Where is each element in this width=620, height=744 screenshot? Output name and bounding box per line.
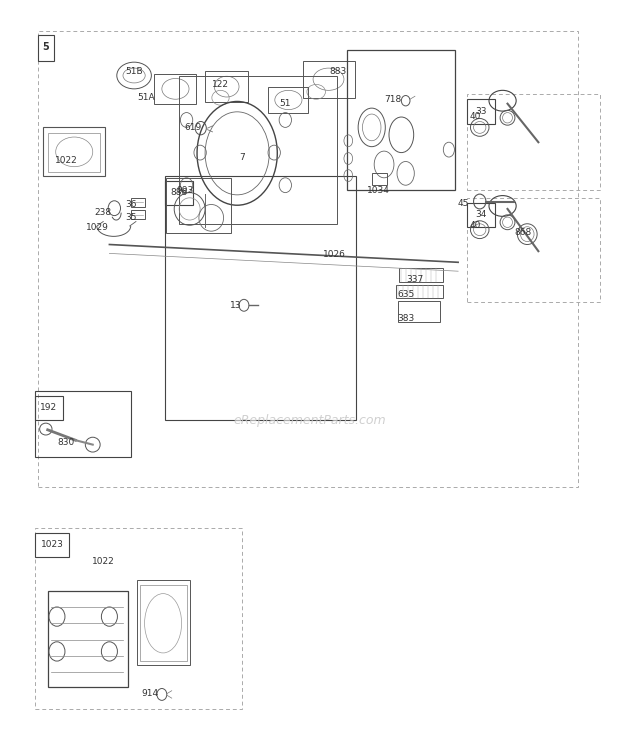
- Text: 5: 5: [42, 42, 49, 52]
- Text: 830: 830: [58, 438, 75, 447]
- Text: 51: 51: [280, 99, 291, 108]
- Bar: [35, 533, 69, 557]
- Text: 993: 993: [177, 186, 194, 195]
- Bar: [467, 198, 600, 301]
- Text: 122: 122: [212, 80, 229, 89]
- Text: 51B: 51B: [125, 67, 143, 77]
- Text: 718: 718: [384, 94, 402, 103]
- Bar: [154, 74, 197, 103]
- Text: 883: 883: [329, 67, 347, 77]
- Bar: [165, 176, 356, 420]
- Bar: [467, 99, 495, 124]
- Bar: [303, 61, 355, 97]
- Text: 914: 914: [141, 689, 158, 698]
- Bar: [137, 580, 190, 665]
- Text: 1023: 1023: [40, 540, 63, 549]
- Text: 868: 868: [515, 228, 531, 237]
- Text: 36: 36: [125, 200, 137, 209]
- Bar: [140, 585, 187, 661]
- Bar: [35, 391, 131, 458]
- Bar: [131, 210, 144, 219]
- Bar: [205, 71, 248, 102]
- Text: 1022: 1022: [55, 156, 78, 165]
- Text: 51A: 51A: [138, 93, 155, 102]
- Bar: [467, 94, 600, 190]
- Text: 1029: 1029: [86, 223, 108, 232]
- Bar: [399, 269, 443, 281]
- Text: 40: 40: [470, 221, 481, 230]
- Text: 34: 34: [476, 211, 487, 219]
- Text: 45: 45: [458, 199, 469, 208]
- Text: 33: 33: [475, 106, 487, 115]
- Bar: [398, 301, 440, 321]
- Text: 1022: 1022: [92, 557, 115, 565]
- Text: 1026: 1026: [323, 251, 346, 260]
- Bar: [131, 198, 144, 207]
- Text: 886: 886: [170, 188, 187, 197]
- Bar: [467, 203, 495, 228]
- Text: 7: 7: [239, 153, 245, 161]
- Bar: [48, 591, 128, 687]
- Text: 619: 619: [184, 123, 202, 132]
- Text: 238: 238: [95, 208, 112, 217]
- Bar: [166, 178, 231, 234]
- Bar: [35, 396, 63, 420]
- Bar: [268, 86, 308, 112]
- Text: 337: 337: [406, 275, 423, 284]
- Text: 40: 40: [470, 112, 481, 121]
- Text: 635: 635: [397, 289, 414, 298]
- Text: 35: 35: [125, 214, 137, 222]
- Bar: [396, 284, 443, 298]
- Bar: [347, 50, 455, 190]
- Bar: [38, 31, 578, 487]
- Bar: [372, 173, 387, 185]
- Bar: [35, 527, 242, 709]
- Bar: [165, 181, 193, 205]
- Bar: [179, 75, 337, 224]
- Bar: [48, 132, 100, 172]
- Text: eReplacementParts.com: eReplacementParts.com: [234, 414, 386, 426]
- Text: 383: 383: [397, 314, 414, 323]
- Text: 1034: 1034: [366, 186, 389, 195]
- Bar: [43, 127, 105, 176]
- Text: 192: 192: [40, 403, 58, 412]
- Bar: [38, 35, 54, 61]
- Text: 13: 13: [230, 301, 242, 310]
